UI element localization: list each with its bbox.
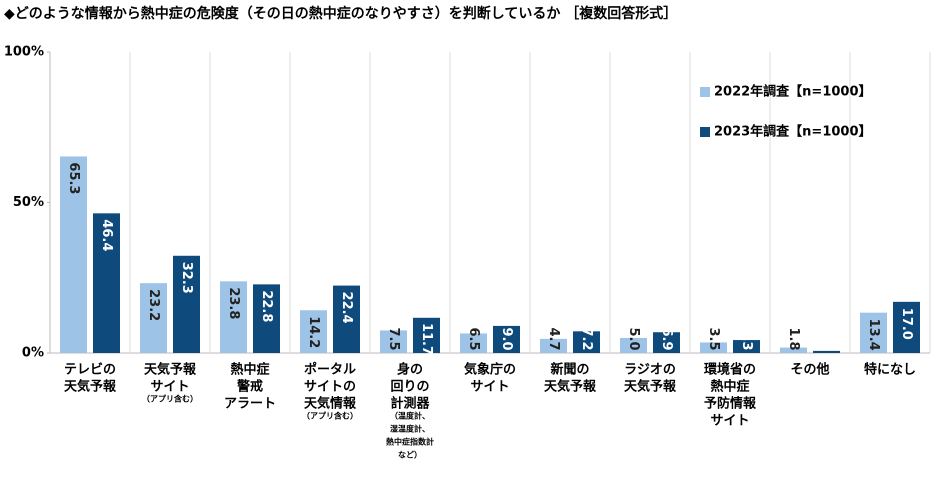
x-tick-label: 予防情報 [704,396,757,412]
value-label: 23.8 [226,287,241,319]
x-tick-label: 天気予報 [624,379,677,395]
x-tick-label: サイト [150,380,189,395]
x-tick-label: 天気予報 [144,362,197,378]
bar [220,281,247,353]
x-tick-label: サイト [470,380,509,395]
x-tick-label: 回りの [390,380,429,395]
x-tick-label: 熱中症 [230,362,269,378]
category-note: （アプリ含む） [302,411,358,421]
value-label: 22.8 [259,290,274,322]
value-label: 22.4 [339,292,354,324]
category-note: など） [398,450,422,460]
x-tick-label: 環境省の [704,362,756,378]
value-label: 4.3 [739,327,754,350]
bar [700,342,727,353]
value-label: 23.2 [146,289,161,321]
category-note: 熱中症指数計 [386,437,434,447]
bar [333,285,360,353]
bar [733,340,760,353]
bar [540,338,567,353]
bar [620,337,647,353]
bar [300,310,327,353]
chart-title: ◆どのような情報から熱中症の危険度（その日の熱中症のなりやすさ）を判断しているか… [4,5,677,22]
value-label: 17.0 [899,308,914,340]
x-tick-label: 警戒 [237,379,263,395]
bar [413,317,440,353]
x-tick-label: 天気情報 [304,396,357,412]
x-tick-label: サイト [710,414,749,429]
value-label: 0.7 [819,327,834,350]
x-tick-label: アラート [224,397,276,412]
value-label: 7.2 [579,327,594,350]
y-tick-label: 100% [4,45,44,60]
x-tick-label: 天気予報 [64,379,117,395]
legend-swatch [700,87,710,97]
x-tick-label: テレビの [64,362,116,378]
value-label: 11.7 [419,323,434,355]
x-tick-label: 天気予報 [544,379,597,395]
bar [780,347,807,353]
value-label: 1.8 [786,327,801,350]
y-tick-label: 50% [13,195,44,210]
x-tick-label: ラジオの [624,363,676,378]
value-label: 3.5 [706,327,721,350]
value-label: 65.3 [66,162,81,194]
value-label: 46.4 [99,219,114,251]
bar [813,350,840,353]
x-tick-label: 新聞の [550,362,589,378]
legend-label: 2023年調査【n=1000】 [714,124,872,140]
bar [253,284,280,353]
value-label: 4.7 [546,327,561,350]
x-tick-label: その他 [790,362,829,378]
value-label: 32.3 [179,262,194,294]
bar [653,332,680,353]
category-note: 湿温度計、 [390,424,430,434]
legend-swatch [700,127,710,137]
value-label: 14.2 [306,316,321,348]
value-label: 5.0 [626,327,641,350]
legend-label: 2022年調査【n=1000】 [714,84,872,100]
category-note: （アプリ含む） [142,394,198,404]
bar [893,301,920,353]
bar [93,213,120,353]
x-tick-label: サイトの [304,380,356,395]
bar [140,283,167,353]
bar [860,312,887,353]
bar [573,331,600,353]
x-tick-label: 身の [397,362,423,378]
bar [460,333,487,353]
category-note: （温度計、 [390,411,430,421]
bar [60,156,87,353]
y-tick-label: 0% [22,346,44,361]
x-tick-label: 熱中症 [710,379,749,395]
value-label: 9.0 [499,327,514,350]
value-label: 7.5 [386,327,401,350]
value-label: 6.9 [659,327,674,350]
value-label: 13.4 [866,319,881,351]
x-tick-label: 気象庁の [464,362,516,378]
bar [380,330,407,353]
bar [493,325,520,353]
x-tick-label: 計測器 [390,396,430,412]
x-tick-label: ポータル [304,362,356,378]
value-label: 6.5 [466,327,481,350]
bar [173,255,200,353]
x-tick-label: 特になし [864,362,916,378]
